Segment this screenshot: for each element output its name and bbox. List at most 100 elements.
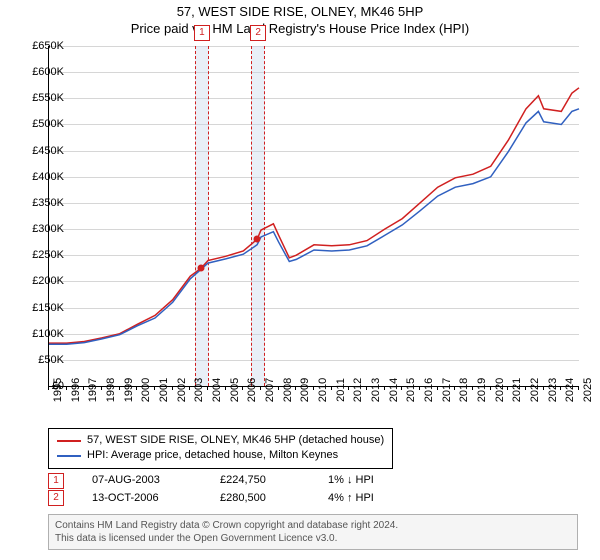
x-tick-label: 2001 (158, 378, 170, 402)
sale-marker-number: 2 (250, 25, 266, 41)
y-tick-label: £100K (18, 328, 64, 340)
x-tick-label: 1998 (105, 378, 117, 402)
x-tick-label: 1995 (52, 378, 64, 402)
x-tick-label: 2019 (476, 378, 488, 402)
y-tick-label: £300K (18, 223, 64, 235)
y-tick-label: £50K (18, 354, 64, 366)
x-tick (401, 386, 402, 390)
sale-marker-number: 1 (194, 25, 210, 41)
x-tick-label: 2022 (529, 378, 541, 402)
sale-dot (254, 236, 261, 243)
x-tick-label: 1997 (87, 378, 99, 402)
y-tick-label: £350K (18, 197, 64, 209)
x-tick-label: 2021 (511, 378, 523, 402)
x-tick (278, 386, 279, 390)
x-tick-label: 2017 (441, 378, 453, 402)
x-tick (119, 386, 120, 390)
legend-box: 57, WEST SIDE RISE, OLNEY, MK46 5HP (det… (48, 428, 393, 469)
y-tick-label: £550K (18, 92, 64, 104)
y-tick-label: £400K (18, 171, 64, 183)
y-tick-label: £650K (18, 40, 64, 52)
chart-plot-area: 12 (48, 46, 579, 387)
x-tick (136, 386, 137, 390)
sale-row: 2 13-OCT-2006 £280,500 4% ↑ HPI (48, 490, 408, 508)
x-tick (101, 386, 102, 390)
x-tick (48, 386, 49, 390)
x-tick (472, 386, 473, 390)
x-tick (384, 386, 385, 390)
x-tick (207, 386, 208, 390)
legend-swatch (57, 440, 81, 442)
x-tick (525, 386, 526, 390)
x-tick-label: 2013 (370, 378, 382, 402)
x-tick (260, 386, 261, 390)
legend-row: 57, WEST SIDE RISE, OLNEY, MK46 5HP (det… (57, 433, 384, 448)
sale-row-diff: 1% ↓ HPI (328, 472, 408, 490)
x-tick-label: 2000 (140, 378, 152, 402)
legend-row: HPI: Average price, detached house, Milt… (57, 448, 384, 463)
x-tick (189, 386, 190, 390)
y-tick-label: £600K (18, 66, 64, 78)
x-tick (154, 386, 155, 390)
x-tick (172, 386, 173, 390)
footer-line2: This data is licensed under the Open Gov… (55, 532, 571, 545)
x-tick-label: 2023 (547, 378, 559, 402)
x-tick (437, 386, 438, 390)
x-tick-label: 2014 (388, 378, 400, 402)
x-tick-label: 2015 (405, 378, 417, 402)
x-tick (366, 386, 367, 390)
sale-dot (197, 265, 204, 272)
x-tick-label: 1999 (123, 378, 135, 402)
sale-row-date: 13-OCT-2006 (92, 490, 192, 508)
figure-container: 57, WEST SIDE RISE, OLNEY, MK46 5HP Pric… (0, 0, 600, 560)
sale-row-date: 07-AUG-2003 (92, 472, 192, 490)
x-tick-label: 2002 (176, 378, 188, 402)
x-tick-label: 1996 (70, 378, 82, 402)
x-tick-label: 2024 (564, 378, 576, 402)
y-tick-label: £150K (18, 302, 64, 314)
x-tick-label: 2008 (282, 378, 294, 402)
title-subtitle: Price paid vs. HM Land Registry's House … (0, 21, 600, 38)
x-tick (66, 386, 67, 390)
x-tick (454, 386, 455, 390)
x-tick (560, 386, 561, 390)
x-tick (348, 386, 349, 390)
line-series-svg (49, 46, 579, 386)
title-address: 57, WEST SIDE RISE, OLNEY, MK46 5HP (0, 4, 600, 21)
series-property (49, 88, 579, 343)
y-tick-label: £450K (18, 145, 64, 157)
sale-row-marker: 2 (48, 490, 64, 506)
x-tick-label: 2018 (458, 378, 470, 402)
x-tick-label: 2005 (229, 378, 241, 402)
x-tick (295, 386, 296, 390)
y-tick-label: £250K (18, 249, 64, 261)
y-tick-label: £500K (18, 118, 64, 130)
legend-swatch (57, 455, 81, 457)
x-tick (419, 386, 420, 390)
y-tick-label: £200K (18, 275, 64, 287)
x-tick-label: 2010 (317, 378, 329, 402)
x-tick (490, 386, 491, 390)
sale-row-price: £280,500 (220, 490, 300, 508)
x-tick-label: 2020 (494, 378, 506, 402)
x-tick (507, 386, 508, 390)
sale-row-diff: 4% ↑ HPI (328, 490, 408, 508)
x-tick-label: 2007 (264, 378, 276, 402)
sale-row: 107-AUG-2003£224,7501% ↓ HPI (48, 472, 408, 490)
x-tick (543, 386, 544, 390)
x-tick (578, 386, 579, 390)
x-tick-label: 2003 (193, 378, 205, 402)
sale-row-marker: 1 (48, 473, 64, 489)
x-tick (313, 386, 314, 390)
x-tick-label: 2025 (582, 378, 594, 402)
x-tick-label: 2016 (423, 378, 435, 402)
legend-label: HPI: Average price, detached house, Milt… (87, 448, 338, 463)
x-tick (225, 386, 226, 390)
footer-line1: Contains HM Land Registry data © Crown c… (55, 519, 571, 532)
sales-table: 107-AUG-2003£224,7501% ↓ HPI213-OCT-2006… (48, 472, 408, 507)
x-tick-label: 2011 (335, 378, 347, 402)
x-tick (83, 386, 84, 390)
footer-attribution: Contains HM Land Registry data © Crown c… (48, 514, 578, 550)
title-block: 57, WEST SIDE RISE, OLNEY, MK46 5HP Pric… (0, 0, 600, 38)
x-tick-label: 2012 (352, 378, 364, 402)
